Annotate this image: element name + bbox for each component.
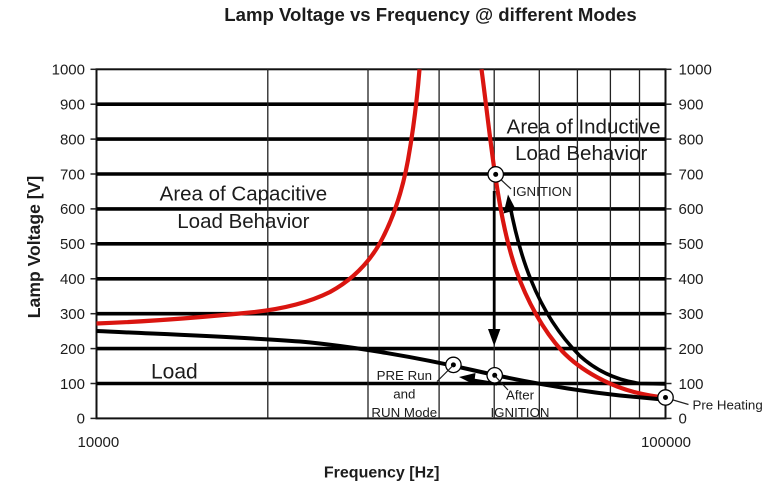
svg-text:Area of Capacitive: Area of Capacitive xyxy=(160,183,328,206)
svg-text:800: 800 xyxy=(60,131,85,148)
svg-text:500: 500 xyxy=(679,236,704,253)
svg-text:Pre Heating: Pre Heating xyxy=(693,398,763,413)
svg-text:Area of Inductive: Area of Inductive xyxy=(507,116,661,139)
svg-text:Load: Load xyxy=(151,361,198,384)
svg-text:IGNITION: IGNITION xyxy=(513,184,572,199)
svg-text:Load Behavior: Load Behavior xyxy=(515,142,647,165)
svg-text:Load Behavior: Load Behavior xyxy=(177,210,309,233)
svg-text:PRE Run: PRE Run xyxy=(377,368,432,383)
svg-text:100: 100 xyxy=(60,376,85,393)
svg-text:400: 400 xyxy=(60,271,85,288)
svg-text:Frequency [Hz]: Frequency [Hz] xyxy=(324,465,440,482)
svg-text:400: 400 xyxy=(679,271,704,288)
svg-text:0: 0 xyxy=(679,411,687,428)
svg-text:300: 300 xyxy=(60,306,85,323)
svg-text:300: 300 xyxy=(679,306,704,323)
svg-text:1000: 1000 xyxy=(679,62,712,79)
svg-text:1000: 1000 xyxy=(52,62,85,79)
svg-text:100000: 100000 xyxy=(641,434,691,451)
svg-text:700: 700 xyxy=(679,166,704,183)
svg-text:and: and xyxy=(393,387,415,402)
svg-text:900: 900 xyxy=(679,97,704,114)
svg-text:600: 600 xyxy=(679,201,704,218)
svg-text:200: 200 xyxy=(60,341,85,358)
svg-text:900: 900 xyxy=(60,97,85,114)
svg-text:After: After xyxy=(506,388,535,403)
svg-text:0: 0 xyxy=(77,411,85,428)
svg-text:600: 600 xyxy=(60,201,85,218)
svg-text:100: 100 xyxy=(679,376,704,393)
svg-text:800: 800 xyxy=(679,131,704,148)
svg-text:200: 200 xyxy=(679,341,704,358)
svg-text:700: 700 xyxy=(60,166,85,183)
svg-text:RUN Mode: RUN Mode xyxy=(371,405,437,420)
svg-text:500: 500 xyxy=(60,236,85,253)
svg-text:10000: 10000 xyxy=(78,434,120,451)
svg-text:Lamp Voltage vs Frequency @ di: Lamp Voltage vs Frequency @ different Mo… xyxy=(224,4,636,25)
svg-text:Lamp Voltage [V]: Lamp Voltage [V] xyxy=(24,176,44,318)
svg-text:IGNITION: IGNITION xyxy=(490,405,549,420)
